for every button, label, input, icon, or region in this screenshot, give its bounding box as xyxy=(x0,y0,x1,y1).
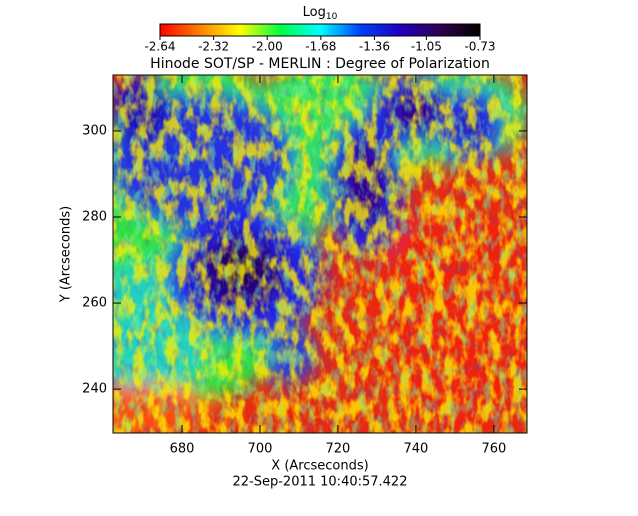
x-tick-label: 760 xyxy=(481,442,506,457)
x-tick-label: 700 xyxy=(248,442,273,457)
y-tick-label: 260 xyxy=(82,296,107,311)
footer-timestamp: 22-Sep-2011 10:40:57.422 xyxy=(233,475,408,490)
colorbar-tick-label: -2.32 xyxy=(198,40,229,54)
x-tick-label: 720 xyxy=(326,442,351,457)
colorbar-label-sub: 10 xyxy=(326,12,338,22)
x-axis-label: X (Arcseconds) xyxy=(271,459,368,474)
colorbar-label-main: Log xyxy=(303,5,326,20)
plot-frame xyxy=(112,74,528,434)
colorbar-tick-label: -0.73 xyxy=(464,40,495,54)
y-tick-label: 280 xyxy=(82,209,107,224)
x-tick-label: 740 xyxy=(403,442,428,457)
y-tick-label: 300 xyxy=(82,123,107,138)
y-axis-label: Y (Arcseconds) xyxy=(59,206,74,303)
colorbar-label: Log10 xyxy=(303,5,338,22)
heatmap-image xyxy=(113,75,527,433)
colorbar-tick-label: -1.05 xyxy=(411,40,442,54)
chart-title: Hinode SOT/SP - MERLIN : Degree of Polar… xyxy=(150,56,490,72)
x-tick-label: 680 xyxy=(170,442,195,457)
colorbar-tick-label: -2.64 xyxy=(144,40,175,54)
colorbar-tick-label: -1.36 xyxy=(359,40,390,54)
y-tick-label: 240 xyxy=(82,382,107,397)
colorbar-tick-label: -1.68 xyxy=(305,40,336,54)
colorbar-tick-label: -2.00 xyxy=(252,40,283,54)
colorbar xyxy=(159,23,481,37)
